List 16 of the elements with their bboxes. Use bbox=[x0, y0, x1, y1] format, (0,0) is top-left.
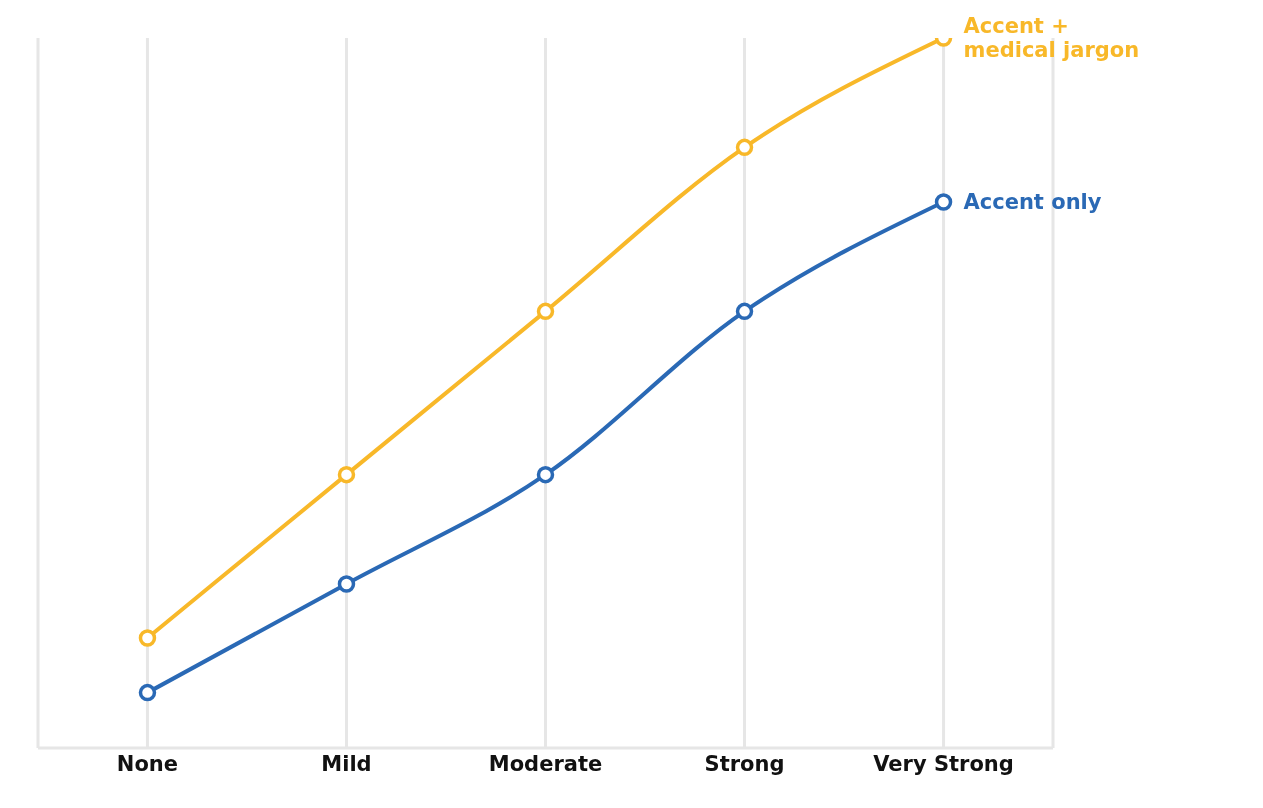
point bbox=[536, 302, 555, 321]
x-tick-label: Very Strong bbox=[873, 751, 1014, 776]
point bbox=[536, 465, 555, 484]
point bbox=[337, 465, 356, 484]
series-label: Accent only bbox=[963, 190, 1102, 215]
point bbox=[735, 138, 754, 157]
point bbox=[138, 629, 157, 647]
point bbox=[934, 193, 953, 211]
x-tick-label: Strong bbox=[704, 751, 785, 776]
x-tick-label: Moderate bbox=[488, 751, 603, 776]
series-label: Accent + medical jargon bbox=[963, 14, 1140, 62]
point bbox=[735, 302, 754, 321]
point bbox=[138, 683, 157, 702]
point bbox=[337, 575, 356, 593]
x-tick-label: None bbox=[116, 751, 179, 776]
x-tick-label: Mild bbox=[321, 751, 372, 776]
